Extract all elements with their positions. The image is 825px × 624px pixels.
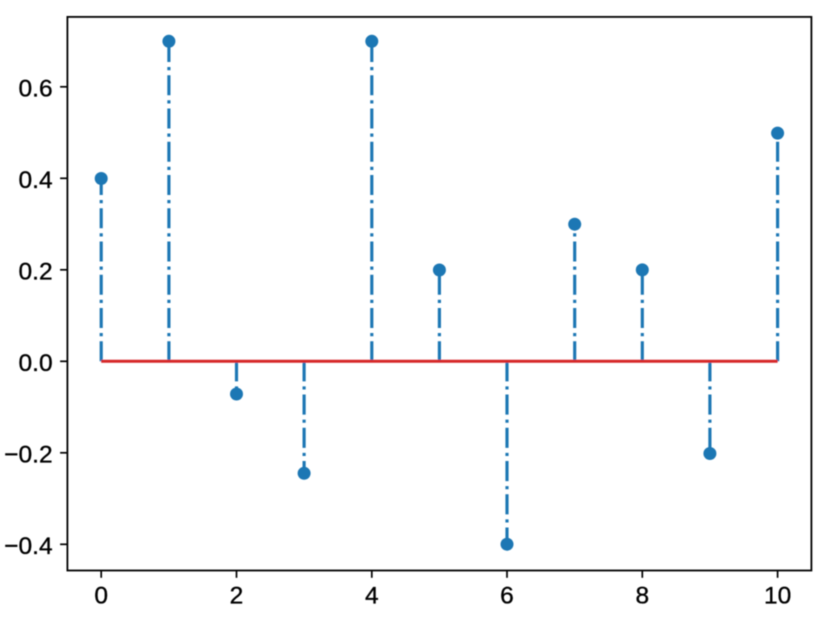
svg-text:10: 10	[764, 582, 791, 609]
svg-text:8: 8	[635, 582, 649, 609]
svg-text:−0.4: −0.4	[4, 533, 52, 560]
svg-text:0.0: 0.0	[19, 350, 53, 377]
svg-text:4: 4	[365, 582, 379, 609]
svg-text:6: 6	[500, 582, 514, 609]
svg-text:−0.2: −0.2	[4, 442, 52, 469]
svg-text:2: 2	[230, 582, 244, 609]
svg-text:0: 0	[94, 582, 108, 609]
svg-text:0.2: 0.2	[19, 259, 53, 286]
svg-text:0.4: 0.4	[19, 167, 53, 194]
svg-text:0.6: 0.6	[19, 76, 53, 103]
